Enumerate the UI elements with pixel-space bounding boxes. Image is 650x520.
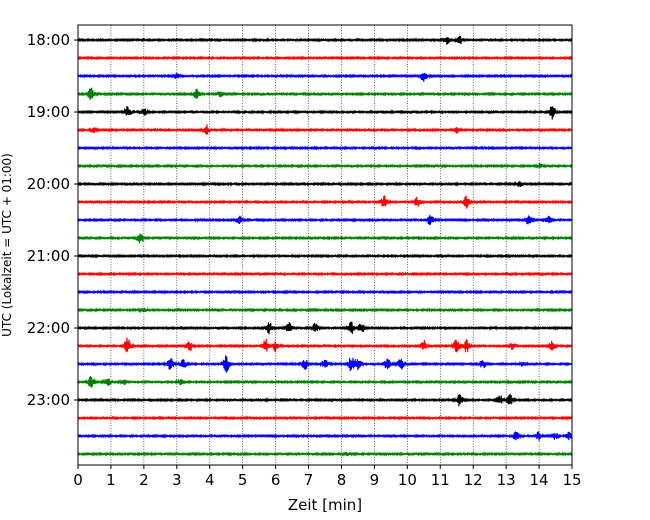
x-tick-label: 9: [370, 471, 380, 489]
trace-line: [77, 214, 573, 225]
trace-line: [77, 124, 573, 135]
y-tick-label: 23:00: [27, 391, 70, 409]
x-tick-label: 12: [464, 471, 483, 489]
trace-line: [77, 415, 573, 421]
x-axis-label: Zeit [min]: [288, 496, 362, 514]
x-tick-label: 13: [497, 471, 516, 489]
x-tick-label: 8: [337, 471, 347, 489]
trace-line: [77, 180, 573, 188]
trace-group: [77, 35, 573, 457]
x-tick-label: 3: [172, 471, 182, 489]
y-tick-label: 21:00: [27, 247, 70, 265]
x-tick-label: 5: [238, 471, 248, 489]
trace-line: [77, 253, 573, 259]
trace-line: [77, 375, 573, 388]
trace-line: [77, 306, 573, 314]
vertical-grid: [110, 25, 540, 465]
x-tick-label: 1: [106, 471, 116, 489]
x-tick-label: 2: [139, 471, 149, 489]
y-tick-label: 18:00: [27, 31, 70, 49]
trace-line: [77, 55, 573, 61]
plot-frame: [77, 24, 573, 466]
x-axis-ticks: 0 1 2 3 4 5 6 7 8 9 10 11 12 13 14 15: [73, 465, 582, 489]
x-tick-label: 6: [271, 471, 281, 489]
y-tick-label: 19:00: [27, 103, 70, 121]
y-axis-label: UTC (Lokalzeit = UTC + 01:00): [0, 153, 14, 337]
trace-line: [77, 145, 573, 151]
trace-line: [77, 87, 573, 101]
trace-line: [77, 195, 573, 209]
trace-line: [77, 105, 573, 120]
trace-line: [77, 289, 573, 295]
trace-line: [77, 233, 573, 244]
trace-line: [77, 393, 573, 407]
x-tick-label: 11: [431, 471, 450, 489]
x-tick-label: 10: [398, 471, 417, 489]
trace-line: [77, 355, 573, 373]
x-tick-label: 14: [530, 471, 549, 489]
trace-line: [77, 162, 573, 169]
trace-line: [77, 451, 573, 457]
trace-line: [77, 431, 573, 441]
trace-line: [77, 337, 573, 353]
y-tick-label: 22:00: [27, 319, 70, 337]
trace-line: [77, 72, 573, 82]
y-axis-ticks: 18:00 19:00 20:00 21:00 22:00 23:00: [27, 31, 78, 409]
x-tick-label: 4: [205, 471, 215, 489]
x-tick-label: 15: [562, 471, 581, 489]
trace-line: [77, 321, 573, 335]
y-tick-label: 20:00: [27, 175, 70, 193]
x-tick-label: 0: [73, 471, 83, 489]
x-tick-label: 7: [304, 471, 314, 489]
trace-line: [77, 35, 573, 45]
trace-line: [77, 271, 573, 277]
